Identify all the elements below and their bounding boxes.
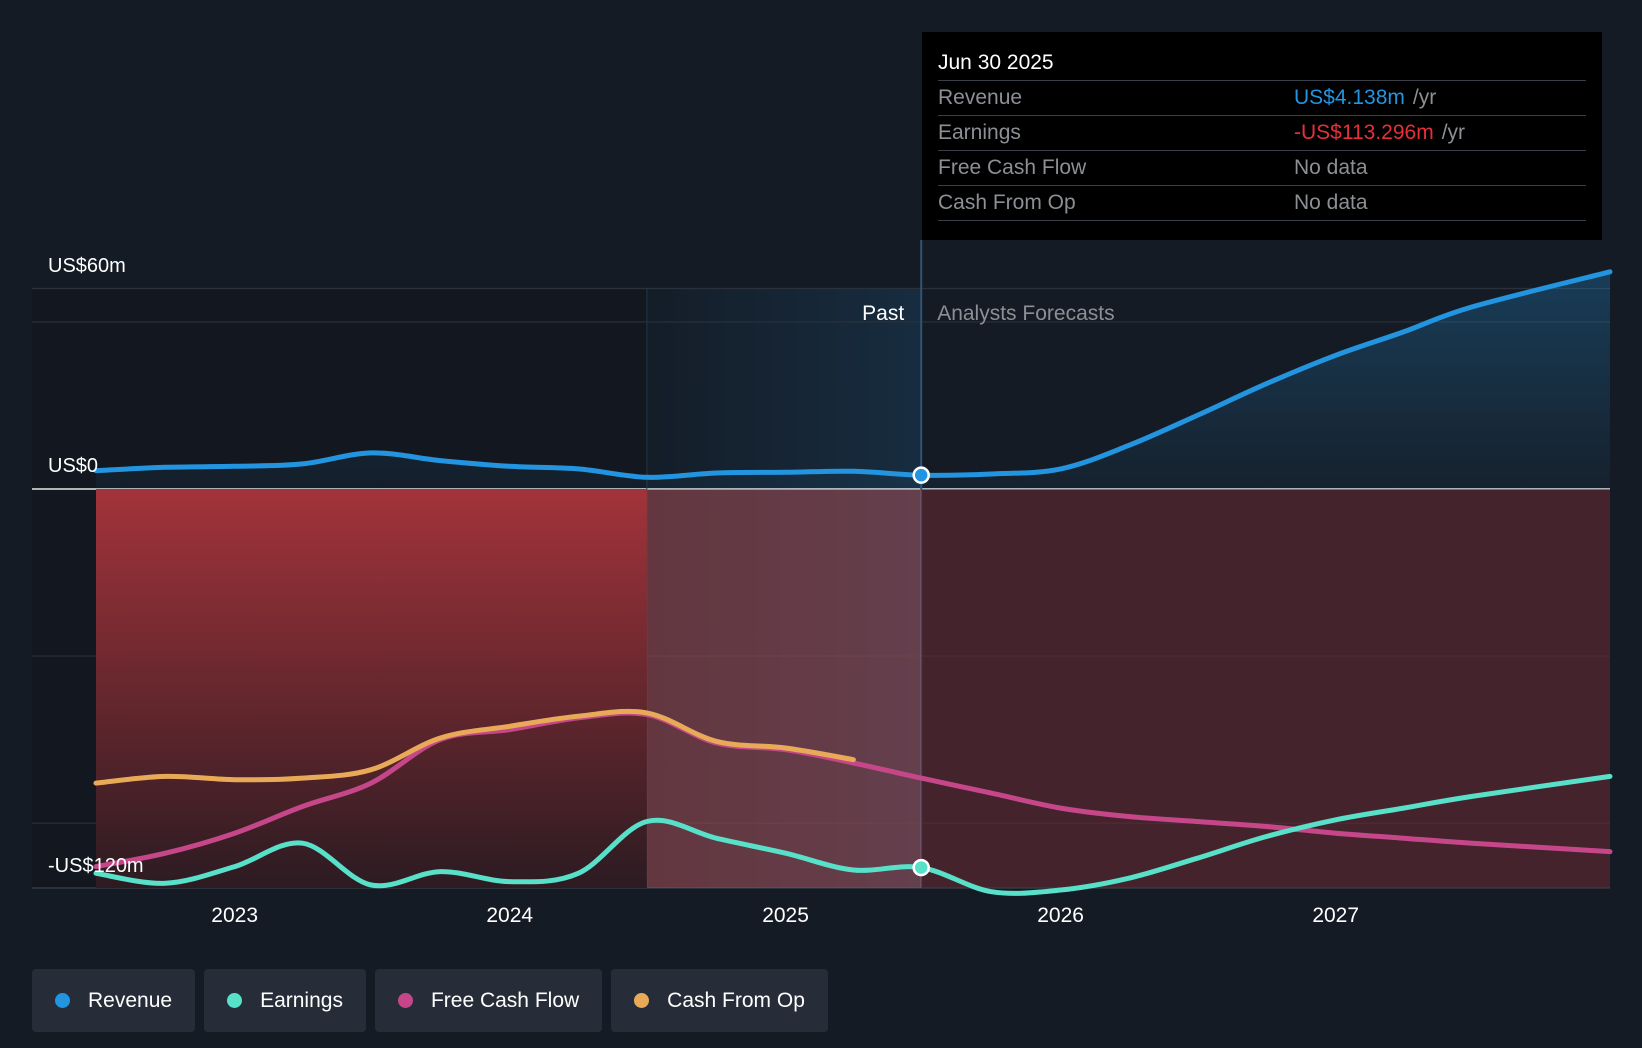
revenue-line (93, 269, 1613, 480)
legend-item-earnings[interactable]: Earnings (204, 969, 366, 1032)
hover-tooltip: Jun 30 2025 Revenue US$4.138m /yr Earnin… (922, 32, 1602, 240)
tooltip-value: US$4.138m (1294, 86, 1405, 109)
legend-label: Revenue (88, 988, 173, 1012)
earnings-negative-area-recent (646, 489, 922, 888)
tooltip-label: Free Cash Flow (938, 156, 1087, 179)
legend-dot-icon (634, 993, 650, 1008)
earnings-marker (912, 858, 930, 877)
chart-legend: Revenue Earnings Free Cash Flow Cash Fro… (32, 969, 828, 1032)
x-tick-label: 2026 (1037, 904, 1084, 927)
tooltip-row-cash-from-op: Cash From Op No data (938, 186, 1586, 221)
free-cash-flow-line (93, 710, 1613, 870)
tooltip-label: Cash From Op (938, 191, 1076, 214)
legend-item-cash-from-op[interactable]: Cash From Op (611, 969, 828, 1032)
revenue-area (96, 271, 1610, 489)
legend-label: Earnings (260, 988, 343, 1012)
tooltip-date: Jun 30 2025 (938, 50, 1586, 81)
tooltip-label: Earnings (938, 121, 1021, 144)
tooltip-row-revenue: Revenue US$4.138m /yr (938, 81, 1586, 116)
tooltip-unit: /yr (1412, 86, 1437, 109)
y-tick-label-top: US$60m (48, 255, 126, 277)
legend-item-revenue[interactable]: Revenue (32, 969, 196, 1032)
tooltip-row-earnings: Earnings -US$113.296m /yr (938, 116, 1586, 151)
y-tick-label-zero: US$0 (48, 455, 98, 477)
forecast-label: Analysts Forecasts (937, 302, 1114, 325)
cash-from-op-line (93, 708, 856, 786)
legend-dot-icon (227, 993, 243, 1008)
legend-item-free-cash-flow[interactable]: Free Cash Flow (374, 969, 603, 1032)
x-tick-label: 2027 (1312, 904, 1359, 927)
revenue-marker (912, 466, 930, 484)
recent-past-highlight (646, 288, 922, 888)
legend-dot-icon (55, 993, 70, 1008)
tooltip-row-free-cash-flow: Free Cash Flow No data (938, 151, 1586, 186)
x-tick-label: 2023 (211, 904, 258, 927)
legend-label: Free Cash Flow (430, 988, 580, 1012)
earnings-negative-area-past (96, 489, 647, 888)
legend-dot-icon (397, 993, 413, 1008)
tooltip-unit: /yr (1441, 121, 1466, 144)
x-tick-label: 2024 (486, 904, 533, 927)
tooltip-value: No data (1294, 156, 1368, 179)
tooltip-value: No data (1294, 191, 1368, 214)
tooltip-label: Revenue (938, 86, 1023, 109)
earnings-line (93, 773, 1613, 896)
past-label: Past (862, 302, 904, 325)
y-tick-label-bottom: -US$120m (48, 855, 144, 877)
tooltip-value: -US$113.296m (1294, 121, 1434, 144)
earnings-negative-area-forecast (921, 489, 1610, 888)
legend-label: Cash From Op (667, 988, 805, 1012)
x-tick-label: 2025 (762, 904, 809, 927)
